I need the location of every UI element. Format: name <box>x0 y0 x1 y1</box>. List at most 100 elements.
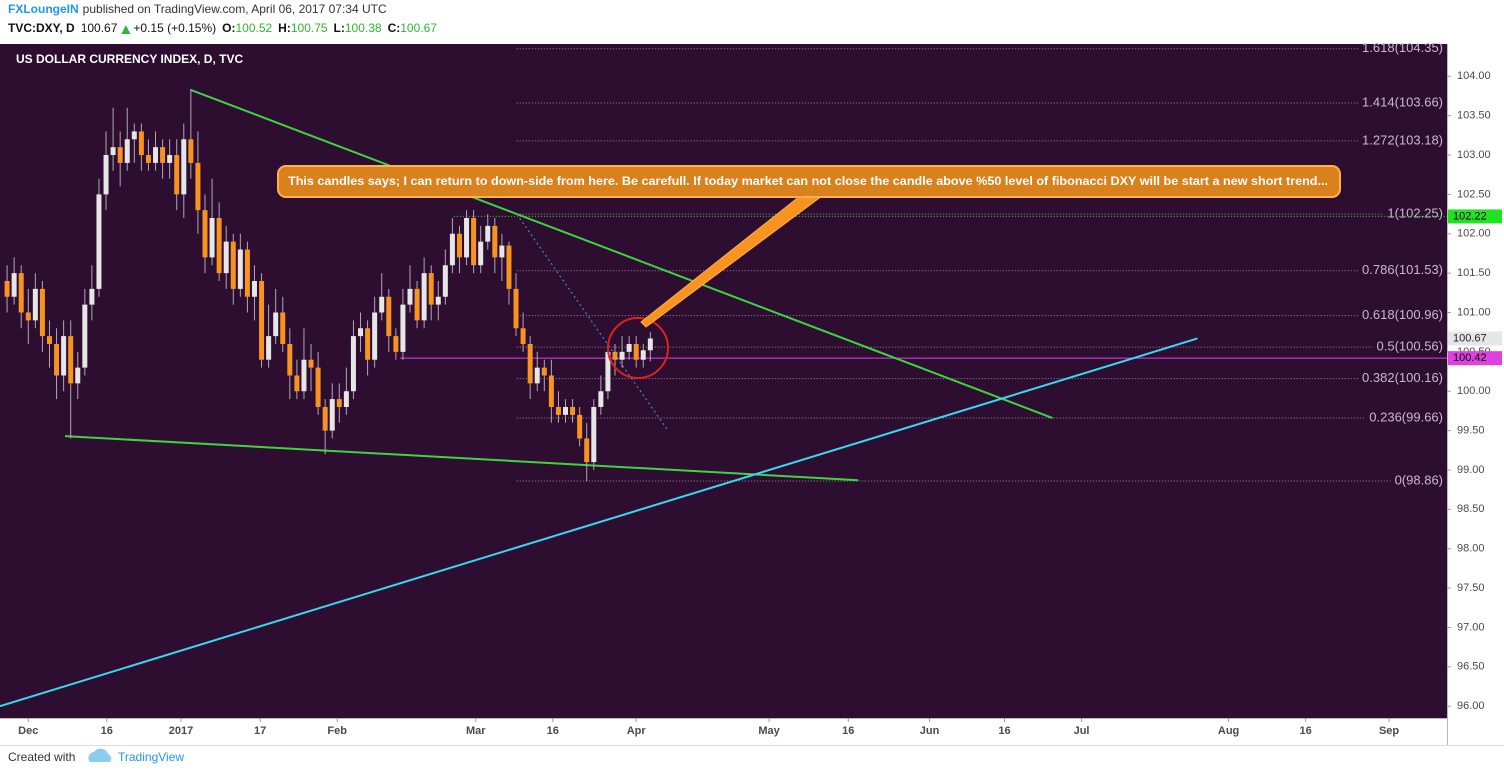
candle-body <box>181 139 187 195</box>
price-change: +0.15 (+0.15%) <box>133 21 216 35</box>
candle-body <box>421 273 427 321</box>
candle-body <box>209 218 215 258</box>
fib-label: 0.236(99.66) <box>1369 409 1443 424</box>
chart-title: US DOLLAR CURRENCY INDEX, D, TVC <box>16 52 243 66</box>
y-tick-label: 101.50 <box>1457 267 1491 279</box>
x-tick-label: Apr <box>627 725 647 737</box>
candle-body <box>640 350 646 360</box>
y-tick-label: 96.50 <box>1457 661 1485 673</box>
candle-body <box>598 391 604 407</box>
candle-body <box>563 406 569 415</box>
tradingview-logo <box>88 748 112 762</box>
up-arrow <box>121 25 131 34</box>
candle-body <box>174 155 180 195</box>
last-price-badge-bg <box>1448 331 1502 346</box>
candle-body <box>619 351 625 360</box>
y-tick-label: 97.00 <box>1457 621 1485 633</box>
trendline <box>64 435 859 482</box>
candle-body <box>266 336 272 360</box>
line-badge: 100.42 <box>1453 352 1487 364</box>
candle-body <box>570 406 576 415</box>
ohlc-value: 100.52 <box>235 21 272 35</box>
candle-body <box>216 218 222 274</box>
y-tick-label: 98.50 <box>1457 503 1485 515</box>
candle-body <box>541 367 547 376</box>
candle-body <box>548 375 554 407</box>
fib-label: 0(98.86) <box>1395 472 1443 487</box>
plot-bg <box>0 44 1447 718</box>
fib-label: 0.382(100.16) <box>1362 370 1443 385</box>
trendline <box>516 213 669 431</box>
candle-body <box>555 406 561 415</box>
x-tick-label: 16 <box>998 725 1010 737</box>
candle-body <box>428 273 434 305</box>
y-tick-label: 99.00 <box>1457 464 1485 476</box>
candle-body <box>584 438 590 463</box>
candle-body <box>294 375 300 392</box>
candle-body <box>350 336 356 392</box>
candle-body <box>365 328 371 360</box>
fib-label: 1(102.25) <box>1387 206 1443 221</box>
x-tick-label: Sep <box>1379 725 1399 737</box>
candle-body <box>223 241 229 274</box>
x-tick-label: 16 <box>842 725 854 737</box>
x-tick-label: Jul <box>1074 725 1090 737</box>
candle-body <box>110 147 116 156</box>
candle-body <box>513 288 519 329</box>
candle-body <box>456 233 462 258</box>
footer-brand[interactable]: TradingView <box>118 750 184 764</box>
candle-body <box>145 155 151 163</box>
x-tick-label: 17 <box>254 725 266 737</box>
ohlc-key: O: <box>222 21 235 35</box>
candle-body <box>131 131 137 140</box>
candle-body <box>449 233 455 266</box>
publisher: FXLoungeIN <box>8 2 79 16</box>
fib-label: 1.618(104.35) <box>1362 40 1443 55</box>
candle-body <box>527 343 533 384</box>
candle-body <box>478 241 484 266</box>
candle-body <box>4 281 10 297</box>
candle-body <box>61 336 67 376</box>
callout-text: This candles says; I can return to down-… <box>288 174 1328 188</box>
y-tick-label: 101.00 <box>1457 306 1491 318</box>
candle-body <box>138 131 144 156</box>
candle-body <box>308 359 314 368</box>
candle-body <box>647 338 653 351</box>
fib-label: 1.414(103.66) <box>1362 94 1443 109</box>
candle-body <box>407 288 413 305</box>
candle-body <box>393 336 399 352</box>
fib-label: 1.272(103.18) <box>1362 132 1443 147</box>
candle-body <box>287 343 293 376</box>
last-price-badge: 100.67 <box>1453 332 1487 344</box>
trendline <box>0 337 1198 708</box>
candle-body <box>591 406 597 463</box>
candle-body <box>54 343 60 376</box>
y-tick-label: 97.50 <box>1457 582 1485 594</box>
candle-body <box>39 288 45 337</box>
ohlc-value: 100.75 <box>291 21 328 35</box>
candle-body <box>117 147 123 163</box>
y-tick-label: 103.50 <box>1457 110 1491 122</box>
candle-body <box>534 367 540 384</box>
y-tick-label: 96.00 <box>1457 700 1485 712</box>
candle-body <box>230 241 236 289</box>
fib-label: 0.618(100.96) <box>1362 307 1443 322</box>
y-tick-label: 104.00 <box>1457 70 1491 82</box>
candle-body <box>612 351 618 360</box>
candle-body <box>75 367 81 384</box>
candle-body <box>379 296 385 313</box>
candle-body <box>485 225 491 242</box>
x-tick-label: Feb <box>327 725 347 737</box>
line-badge-bg <box>1448 351 1502 366</box>
highlight-circle <box>607 317 669 379</box>
candle-body <box>633 343 639 360</box>
candle-body <box>259 281 265 360</box>
ohlc-value: 100.67 <box>400 21 437 35</box>
candle-body <box>605 351 611 392</box>
candle-body <box>18 273 24 313</box>
x-tick-label: Aug <box>1218 725 1239 737</box>
candle-body <box>188 139 194 163</box>
line-badge: 102.22 <box>1453 210 1487 222</box>
fib-label: 0.5(100.56) <box>1377 339 1444 354</box>
